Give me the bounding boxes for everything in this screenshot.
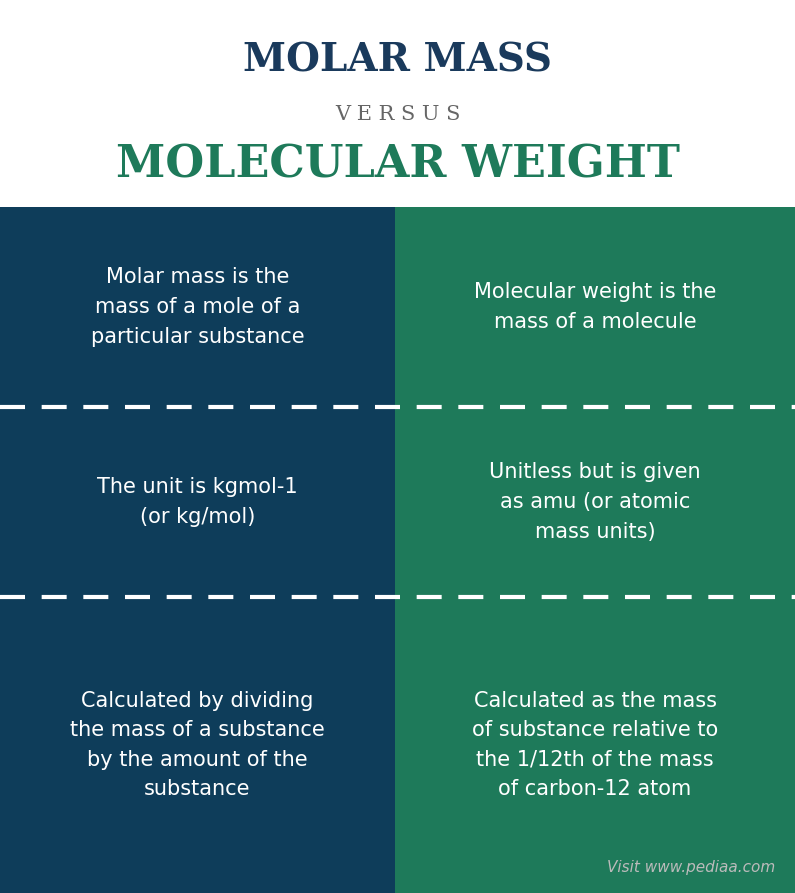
Text: MOLECULAR WEIGHT: MOLECULAR WEIGHT xyxy=(115,144,680,187)
Bar xyxy=(0,207,395,407)
Text: Calculated by dividing
the mass of a substance
by the amount of the
substance: Calculated by dividing the mass of a sub… xyxy=(70,690,325,799)
Text: Molar mass is the
mass of a mole of a
particular substance: Molar mass is the mass of a mole of a pa… xyxy=(91,267,304,346)
Text: The unit is kgmol-1
(or kg/mol): The unit is kgmol-1 (or kg/mol) xyxy=(97,477,298,527)
Text: V E R S U S: V E R S U S xyxy=(335,105,460,124)
Bar xyxy=(0,597,395,893)
Bar xyxy=(395,207,795,407)
Bar xyxy=(395,407,795,597)
Text: MOLAR MASS: MOLAR MASS xyxy=(243,41,552,79)
Bar xyxy=(395,597,795,893)
Text: Calculated as the mass
of substance relative to
the 1/12th of the mass
of carbon: Calculated as the mass of substance rela… xyxy=(472,690,718,799)
Text: Unitless but is given
as amu (or atomic
mass units): Unitless but is given as amu (or atomic … xyxy=(489,463,701,541)
Bar xyxy=(0,407,395,597)
Text: Molecular weight is the
mass of a molecule: Molecular weight is the mass of a molecu… xyxy=(474,282,716,332)
Text: Visit www.pediaa.com: Visit www.pediaa.com xyxy=(607,860,775,875)
